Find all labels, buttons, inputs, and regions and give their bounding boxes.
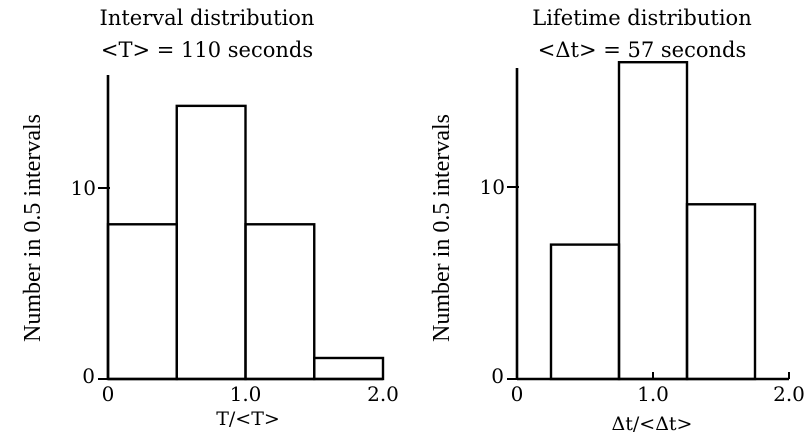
bars-group (106, 104, 385, 381)
chart-title: Interval distribution (100, 6, 315, 30)
y-tick-label: 10 (480, 175, 505, 199)
lifetime-distribution-chart: Lifetime distribution <Δt> = 57 seconds … (429, 6, 805, 435)
histogram-bar (106, 223, 178, 381)
bars-group (549, 61, 757, 381)
y-tick-label: 0 (82, 364, 95, 388)
x-tick-label: 2.0 (773, 382, 805, 406)
y-tick-label: 0 (491, 364, 504, 388)
chart-subtitle: <T> = 110 seconds (101, 38, 313, 62)
y-tick-label: 10 (71, 176, 96, 200)
y-axis-label: Number in 0.5 intervals (429, 114, 455, 342)
chart-title: Lifetime distribution (532, 6, 751, 30)
histogram-bar (685, 203, 757, 381)
x-tick-label: 2.0 (367, 382, 399, 406)
histogram-bar (313, 356, 385, 381)
ticks-group: 0 10 0 1.0 2.0 (71, 75, 399, 406)
interval-distribution-chart: Interval distribution <T> = 110 seconds … (20, 6, 399, 430)
x-tick-label: 1.0 (637, 382, 669, 406)
histogram-bar (549, 243, 621, 381)
x-axis-label: T/<T> (216, 408, 280, 430)
histogram-bar (244, 223, 316, 381)
x-tick-label: 1.0 (230, 382, 262, 406)
chart-subtitle: <Δt> = 57 seconds (538, 38, 747, 62)
y-axis-label: Number in 0.5 intervals (20, 114, 46, 342)
x-axis-label: Δt/<Δt> (612, 413, 693, 435)
histogram-bar (617, 61, 689, 381)
histogram-bar (175, 104, 247, 381)
x-tick-label: 0 (511, 382, 524, 406)
x-tick-label: 0 (102, 382, 115, 406)
ticks-group: 0 10 0 1.0 2.0 (480, 68, 805, 406)
